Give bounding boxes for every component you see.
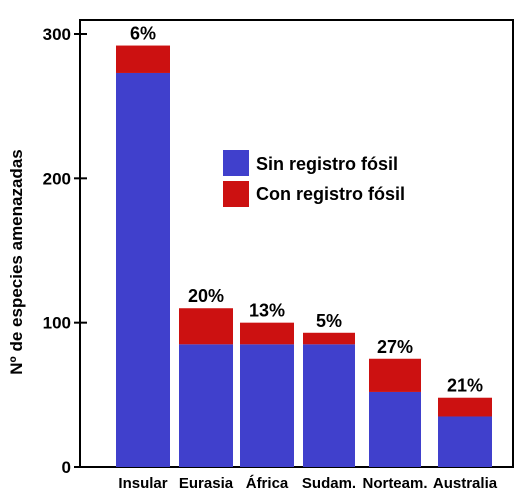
bar-sin-registro xyxy=(438,416,492,467)
y-tick-label: 100 xyxy=(43,314,71,333)
legend: Sin registro fósil Con registro fósil xyxy=(223,150,405,207)
plot-frame xyxy=(79,19,514,468)
bar-sin-registro xyxy=(369,391,421,467)
legend-swatch-sin-registro xyxy=(223,150,249,176)
legend-swatch-con-registro xyxy=(223,181,249,207)
category-label: África xyxy=(246,475,289,492)
bar-con-registro xyxy=(240,322,294,345)
bar-sin-registro xyxy=(116,72,170,467)
y-tick-label: 200 xyxy=(43,169,71,188)
bar-sin-registro xyxy=(179,344,233,467)
percent-label: 20% xyxy=(188,286,224,306)
category-label: Sudam. xyxy=(302,475,356,492)
bar-con-registro xyxy=(179,308,233,345)
bar-con-registro xyxy=(438,397,492,417)
legend-label-sin-registro: Sin registro fósil xyxy=(256,154,398,174)
category-label: Insular xyxy=(118,475,167,492)
bar-con-registro xyxy=(303,332,355,345)
category-label: Eurasia xyxy=(179,475,234,492)
percent-label: 13% xyxy=(249,301,285,321)
axes: 0 100 200 300 xyxy=(43,19,514,477)
bar-con-registro xyxy=(116,45,170,73)
percent-label: 21% xyxy=(447,376,483,396)
percent-label: 27% xyxy=(377,337,413,357)
bar-sin-registro xyxy=(303,344,355,467)
bar-con-registro xyxy=(369,358,421,392)
y-tick-label: 300 xyxy=(43,25,71,44)
bars xyxy=(116,45,492,467)
percent-label: 5% xyxy=(316,311,342,331)
category-label: Norteam. xyxy=(362,475,427,492)
legend-label-con-registro: Con registro fósil xyxy=(256,184,405,204)
percent-label: 6% xyxy=(130,24,156,44)
y-axis-title: Nº de especies amenazadas xyxy=(7,149,26,374)
labels: 6% Insular 20% Eurasia 13% África 5% Sudam. 27% N… xyxy=(118,24,497,492)
category-label: Australia xyxy=(433,475,498,492)
y-tick-label: 0 xyxy=(62,458,71,477)
bar-sin-registro xyxy=(240,344,294,467)
